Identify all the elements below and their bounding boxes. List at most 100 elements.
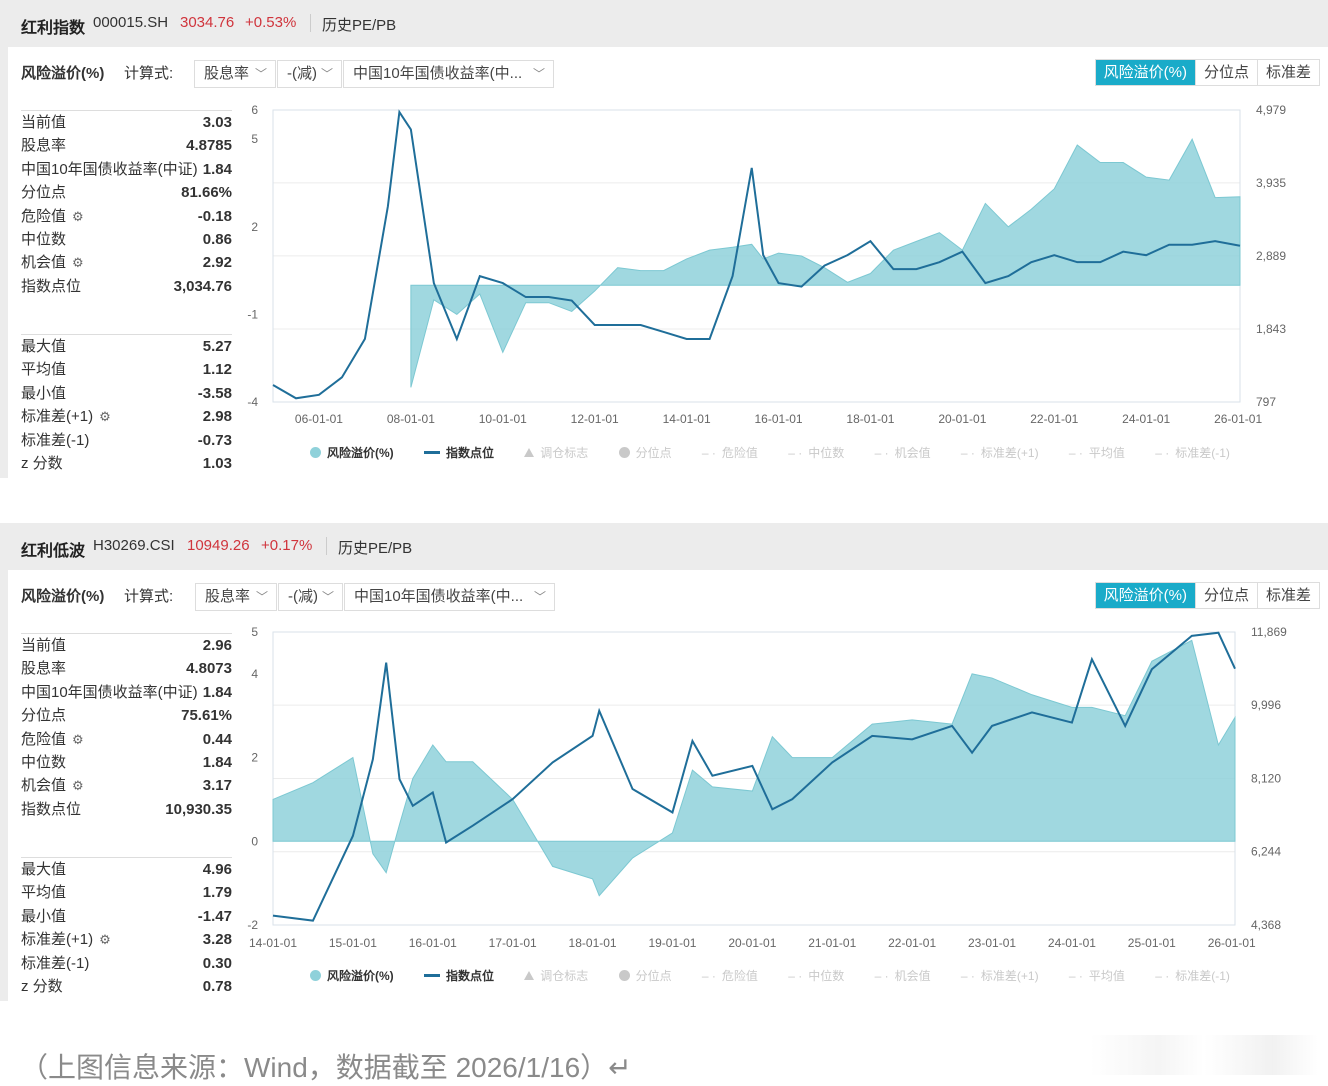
legend-item[interactable]: – · 危险值 [702,967,758,984]
x-tick-label: 26-01-01 [1214,412,1262,426]
legend-label: 调仓标志 [540,444,588,461]
legend-item[interactable]: – · 中位数 [788,444,844,461]
x-tick-label: 17-01-01 [489,936,537,950]
dash-marker-icon: – · [961,969,975,983]
legend-label: 调仓标志 [540,967,588,984]
x-tick-label: 19-01-01 [648,936,696,950]
chart-legend: 风险溢价(%)指数点位调仓标志分位点– ·危险值– ·中位数– ·机会值– ·标… [310,967,1230,984]
legend-item[interactable]: – · 平均值 [1069,967,1125,984]
chart-legend: 风险溢价(%) 指数点位 调仓标志 分位点 – · 危险值 – · 中位数 – · 机会值 – ·标… [310,444,1230,461]
legend-item[interactable]: 分位点 [619,967,672,984]
legend-label: 风险溢价(%) [327,967,394,984]
legend-item[interactable]: – ·中位数 [788,967,844,984]
x-tick-label: 20-01-01 [938,412,986,426]
legend-item[interactable]: 风险溢价(%) [310,444,394,461]
dash-marker-icon: – · [788,446,802,460]
y-left-tick-label: 4 [251,667,258,681]
legend-item[interactable]: – · 机会值 [875,444,931,461]
dash-marker-icon: – · [702,446,716,460]
watermark-logo [1090,1035,1318,1075]
legend-label: 机会值 [895,967,931,984]
x-tick-label: 16-01-01 [409,936,457,950]
legend-label: 指数点位 [446,967,494,984]
dash-marker-icon: – · [788,969,802,983]
legend-item[interactable]: – · 机会值 [875,967,931,984]
x-tick-label: 14-01-01 [249,936,297,950]
legend-label: 机会值 [895,444,931,461]
y-right-tick-label: 6,244 [1251,845,1281,859]
legend-label: 平均值 [1089,967,1125,984]
y-left-tick-label: 5 [251,625,258,639]
y-right-tick-label: 4,368 [1251,918,1281,932]
dash-marker-icon: – · [1155,969,1169,983]
x-tick-label: 24-01-01 [1048,936,1096,950]
dash-marker-icon: – · [1069,969,1083,983]
legend-item[interactable]: – ·标准差(-1) [1155,444,1230,461]
triangle-marker-icon [524,448,534,457]
circle-marker-icon [619,970,630,981]
dash-marker-icon: – · [1155,446,1169,460]
legend-item[interactable]: – · 标准差(+1) [961,967,1039,984]
legend-item[interactable]: – · 标准差(-1) [1155,967,1230,984]
y-right-tick-label: 797 [1256,395,1276,409]
y-left-tick-label: 0 [251,834,258,848]
x-tick-label: 20-01-01 [728,936,776,950]
y-right-tick-label: 4,979 [1256,103,1286,117]
legend-label: 分位点 [636,967,672,984]
y-right-tick-label: 1,843 [1256,322,1286,336]
dash-marker-icon: – · [875,446,889,460]
dash-marker-icon: – · [875,969,889,983]
legend-item[interactable]: – · 平均值 [1069,444,1125,461]
y-right-tick-label: 3,935 [1256,176,1286,190]
x-tick-label: 22-01-01 [888,936,936,950]
x-tick-label: 08-01-01 [387,412,435,426]
x-tick-label: 16-01-01 [755,412,803,426]
x-tick-label: 14-01-01 [663,412,711,426]
legend-label: 风险溢价(%) [327,444,394,461]
dash-marker-icon: – · [1069,446,1083,460]
x-tick-label: 10-01-01 [479,412,527,426]
x-tick-label: 15-01-01 [329,936,377,950]
legend-label: 平均值 [1089,444,1125,461]
circle-marker-icon [619,447,630,458]
x-tick-label: 26-01-01 [1208,936,1256,950]
y-right-tick-label: 8,120 [1251,771,1281,785]
legend-label: 标准差(+1) [981,967,1039,984]
x-tick-label: 21-01-01 [808,936,856,950]
source-caption: （上图信息来源：Wind，数据截至 2026/1/16）↵ [20,1046,632,1086]
y-left-tick-label: -4 [247,395,258,409]
legend-label: 中位数 [808,444,844,461]
legend-item[interactable]: 指数点位 [424,967,494,984]
legend-label: 危险值 [722,967,758,984]
y-left-tick-label: 2 [251,751,258,765]
legend-item[interactable]: 指数点位 [424,444,494,461]
y-right-tick-label: 9,996 [1251,698,1281,712]
legend-item[interactable]: 分位点 [619,444,672,461]
circle-marker-icon [310,447,321,458]
risk-premium-chart: 11,869 9,996 8,120 6,244 4,368 5 4 2 0 -2 14-01-01… [0,523,1328,1001]
legend-item[interactable]: 调仓标志 [524,444,588,461]
legend-label: 分位点 [636,444,672,461]
legend-item[interactable]: – · 危险值 [702,444,758,461]
y-right-tick-label: 2,889 [1256,249,1286,263]
dash-marker-icon: – · [702,969,716,983]
x-tick-label: 06-01-01 [295,412,343,426]
x-tick-label: 25-01-01 [1128,936,1176,950]
legend-label: 指数点位 [446,444,494,461]
line-marker-icon [424,974,440,977]
legend-item[interactable]: – ·标准差(+1) [961,444,1039,461]
y-left-tick-label: -2 [247,918,258,932]
legend-item[interactable]: 调仓标志 [524,967,588,984]
y-left-tick-label: -1 [247,307,258,321]
y-left-tick-label: 5 [251,132,258,146]
legend-label: 危险值 [722,444,758,461]
x-tick-label: 23-01-01 [968,936,1016,950]
x-tick-label: 12-01-01 [571,412,619,426]
legend-label: 标准差(-1) [1175,967,1230,984]
legend-item[interactable]: 风险溢价(%) [310,967,394,984]
y-right-tick-label: 11,869 [1251,625,1287,639]
x-tick-label: 24-01-01 [1122,412,1170,426]
circle-marker-icon [310,970,321,981]
